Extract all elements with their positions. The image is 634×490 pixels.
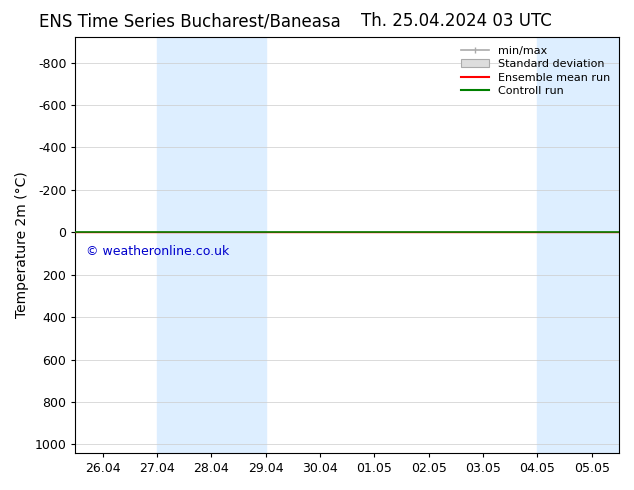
Bar xyxy=(538,37,619,453)
Bar xyxy=(157,37,266,453)
Legend: min/max, Standard deviation, Ensemble mean run, Controll run: min/max, Standard deviation, Ensemble me… xyxy=(456,42,614,100)
Text: ENS Time Series Bucharest/Baneasa: ENS Time Series Bucharest/Baneasa xyxy=(39,12,341,30)
Text: © weatheronline.co.uk: © weatheronline.co.uk xyxy=(86,245,230,258)
Text: Th. 25.04.2024 03 UTC: Th. 25.04.2024 03 UTC xyxy=(361,12,552,30)
Y-axis label: Temperature 2m (°C): Temperature 2m (°C) xyxy=(15,172,29,318)
